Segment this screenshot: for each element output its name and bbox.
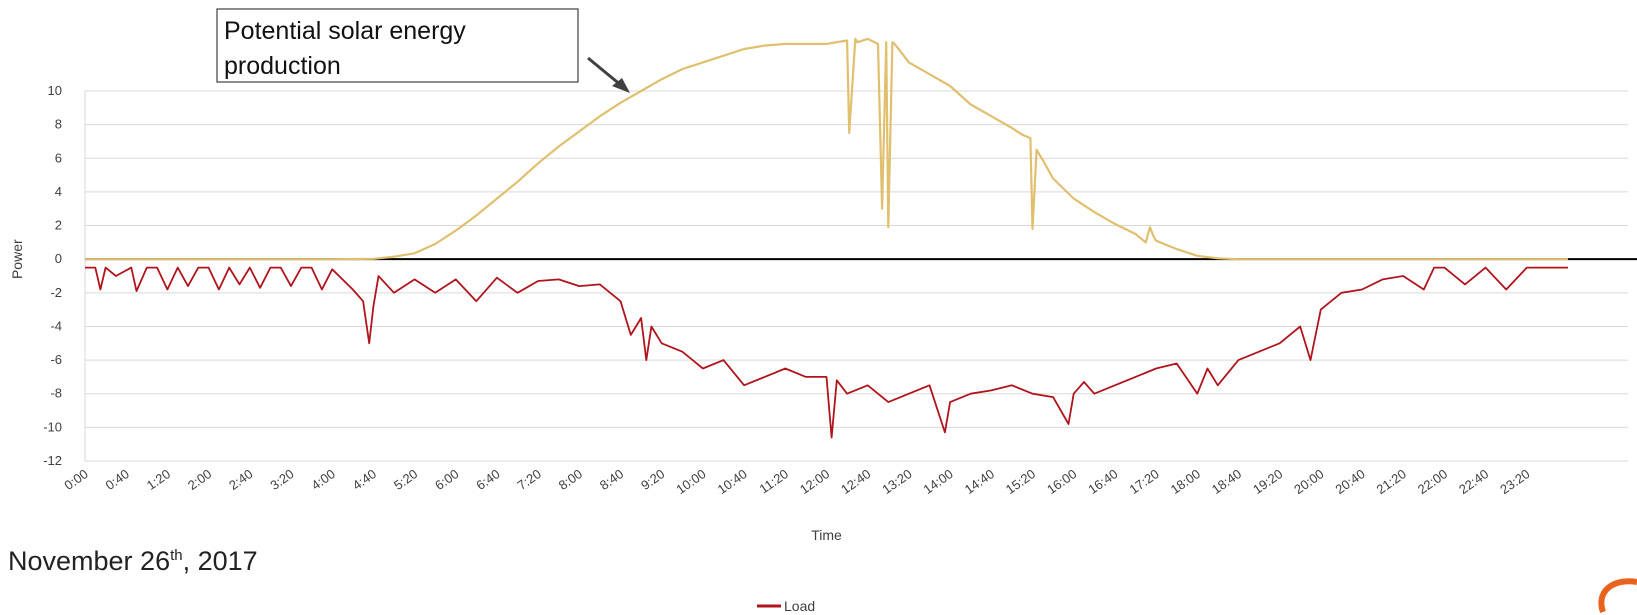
x-axis-label: Time (811, 527, 842, 543)
x-tick-label: 8:40 (597, 466, 626, 493)
x-tick-label: 11:20 (757, 466, 791, 496)
x-tick-label: 10:00 (673, 466, 708, 497)
caption-year: , 2017 (182, 546, 258, 576)
series-lines (85, 37, 1568, 439)
annotation-arrow-head (612, 78, 630, 93)
x-tick-label: 0:00 (61, 466, 90, 493)
x-tick-label: 2:00 (185, 466, 214, 493)
caption-suffix: th (170, 547, 183, 564)
x-tick-label: 20:40 (1332, 466, 1367, 497)
x-tick-label: 2:40 (226, 466, 255, 493)
x-tick-label: 13:20 (879, 466, 914, 497)
y-tick-label: 6 (55, 150, 62, 165)
x-tick-label: 23:20 (1497, 466, 1532, 497)
x-tick-label: 20:00 (1291, 466, 1326, 497)
y-axis-label: Power (9, 239, 25, 279)
annotation-callout: Potential solar energy production (216, 8, 630, 93)
x-tick-labels: 0:00 0:40 1:20 2:00 2:40 3:20 4:00 4:40 5:20 6:00… (61, 466, 1532, 497)
y-tick-label: -2 (50, 285, 62, 300)
x-tick-label: 16:40 (1085, 466, 1120, 497)
y-tick-labels: 10 8 6 4 2 0 -2 -4 -6 -8 -10 -12 (43, 83, 62, 468)
x-tick-label: 22:00 (1415, 466, 1450, 497)
y-tick-label: 10 (48, 83, 62, 98)
x-tick-label: 6:00 (432, 466, 461, 493)
y-tick-label: -6 (50, 352, 62, 367)
x-tick-label: 0:40 (103, 466, 132, 493)
x-tick-label: 12:40 (838, 466, 873, 497)
x-tick-label: 7:20 (515, 466, 544, 493)
caption-month-day: November 26 (8, 546, 171, 576)
y-tick-label: -8 (50, 386, 62, 401)
annotation-line-2: production (224, 52, 341, 80)
x-tick-label: 17:20 (1127, 466, 1162, 497)
legend-label-load: Load (784, 598, 815, 614)
x-tick-label: 14:40 (962, 466, 997, 497)
y-tick-label: -12 (43, 453, 62, 468)
x-tick-label: 15:20 (1003, 466, 1038, 497)
x-tick-label: 8:00 (556, 466, 585, 493)
x-tick-label: 22:40 (1456, 466, 1491, 497)
x-tick-label: 9:20 (638, 466, 667, 493)
orange-arc-logo-icon (1598, 578, 1637, 613)
y-tick-label: -10 (43, 419, 62, 434)
series-solar-line (85, 37, 1568, 261)
y-tick-label: -4 (50, 318, 62, 333)
gridlines (84, 90, 1628, 462)
series-load-line (85, 266, 1568, 439)
x-tick-label: 14:00 (921, 466, 956, 497)
y-tick-label: 0 (55, 251, 62, 266)
x-tick-label: 10:40 (715, 466, 750, 497)
legend: Load (757, 598, 815, 614)
x-tick-label: 18:00 (1168, 466, 1203, 497)
x-tick-label: 6:40 (473, 466, 502, 493)
x-tick-label: 4:40 (350, 466, 379, 493)
x-tick-label: 1:20 (144, 466, 173, 493)
x-tick-label: 12:00 (797, 466, 832, 497)
annotation-arrow-shaft (587, 56, 623, 88)
y-tick-label: 8 (55, 117, 62, 132)
x-tick-label: 21:20 (1374, 466, 1409, 497)
annotation-box (216, 8, 579, 83)
x-tick-label: 18:40 (1209, 466, 1244, 497)
x-tick-label: 16:00 (1044, 466, 1079, 497)
x-tick-label: 19:20 (1250, 466, 1285, 497)
x-tick-label: 4:00 (309, 466, 338, 493)
annotation-line-1: Potential solar energy (224, 17, 466, 45)
x-tick-label: 5:20 (391, 466, 420, 493)
date-caption: November 26th, 2017 (8, 546, 258, 577)
x-tick-label: 3:20 (267, 466, 296, 493)
y-tick-label: 2 (55, 218, 62, 233)
y-tick-label: 4 (55, 184, 62, 199)
